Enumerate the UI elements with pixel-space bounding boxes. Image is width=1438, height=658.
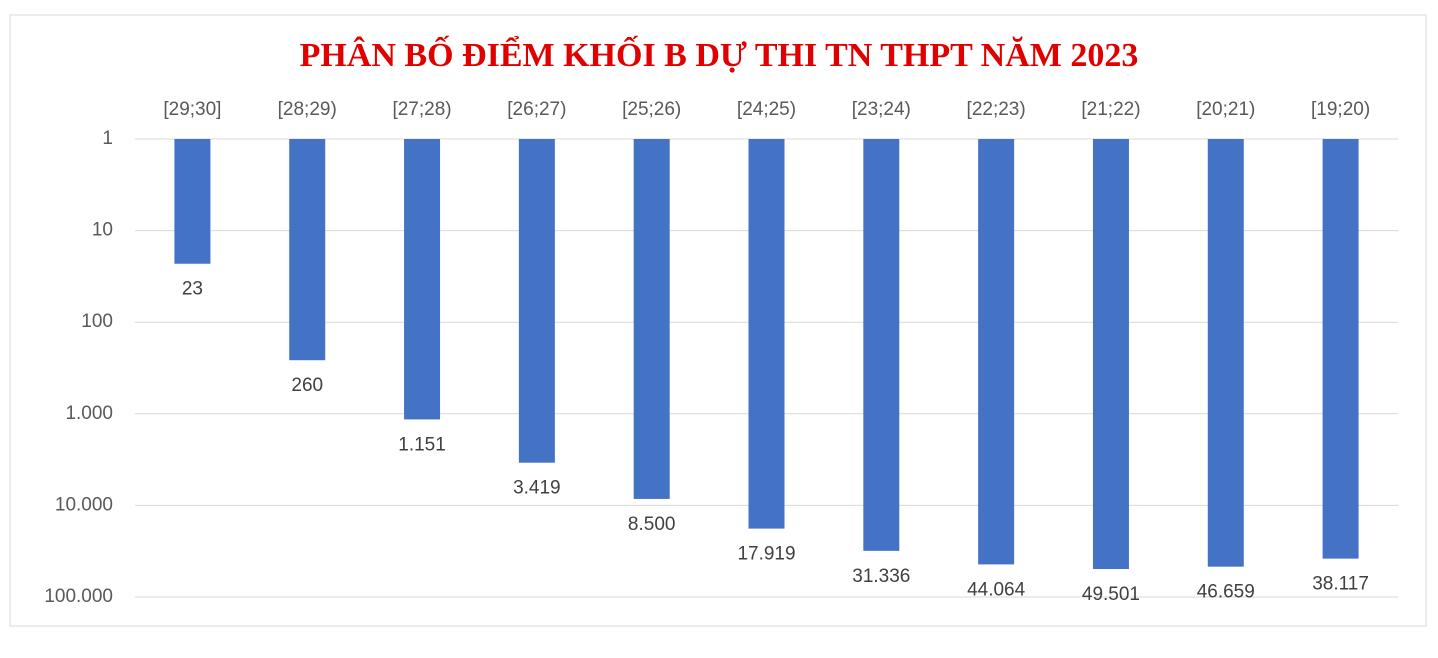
chart-title: PHÂN BỐ ĐIỂM KHỐI B DỰ THI TN THPT NĂM 2… <box>300 35 1139 74</box>
x-tick-label: [26;27) <box>507 99 566 120</box>
bar <box>1092 139 1129 570</box>
bar <box>1322 139 1359 559</box>
value-label: 1.151 <box>398 434 446 455</box>
y-tick-label: 100 <box>81 311 113 332</box>
y-tick-label: 1 <box>102 128 113 149</box>
x-tick-label: [23;24) <box>852 99 911 120</box>
y-tick-label: 1.000 <box>65 403 113 424</box>
bar <box>978 139 1015 565</box>
value-label: 38.117 <box>1312 574 1369 595</box>
value-label: 44.064 <box>967 579 1026 600</box>
x-tick-label: [22;23) <box>967 99 1026 120</box>
x-tick-label: [21;22) <box>1081 99 1140 120</box>
bar <box>404 139 441 420</box>
bar <box>518 139 555 463</box>
value-label: 49.501 <box>1082 584 1140 605</box>
bar <box>748 139 785 529</box>
x-tick-label: [28;29) <box>278 99 337 120</box>
x-tick-label: [29;30] <box>163 99 221 120</box>
value-label: 23 <box>182 279 203 300</box>
bar <box>863 139 900 551</box>
y-tick-label: 10.000 <box>55 494 113 515</box>
x-tick-label: [24;25) <box>737 99 796 120</box>
x-tick-label: [19;20) <box>1311 99 1370 120</box>
bar <box>174 139 211 264</box>
value-label: 46.659 <box>1197 582 1255 603</box>
bar <box>289 139 326 361</box>
bar <box>1207 139 1244 567</box>
bar <box>633 139 670 499</box>
value-label: 8.500 <box>628 514 676 535</box>
x-tick-label: [27;28) <box>392 99 451 120</box>
y-tick-label: 10 <box>92 220 113 241</box>
value-label: 31.336 <box>852 566 910 587</box>
value-label: 17.919 <box>737 544 795 565</box>
value-label: 260 <box>291 375 323 396</box>
x-tick-label: [25;26) <box>622 99 681 120</box>
x-tick-label: [20;21) <box>1196 99 1255 120</box>
value-label: 3.419 <box>513 478 561 499</box>
y-tick-label: 100.000 <box>44 586 113 607</box>
chart-border <box>9 14 1427 627</box>
